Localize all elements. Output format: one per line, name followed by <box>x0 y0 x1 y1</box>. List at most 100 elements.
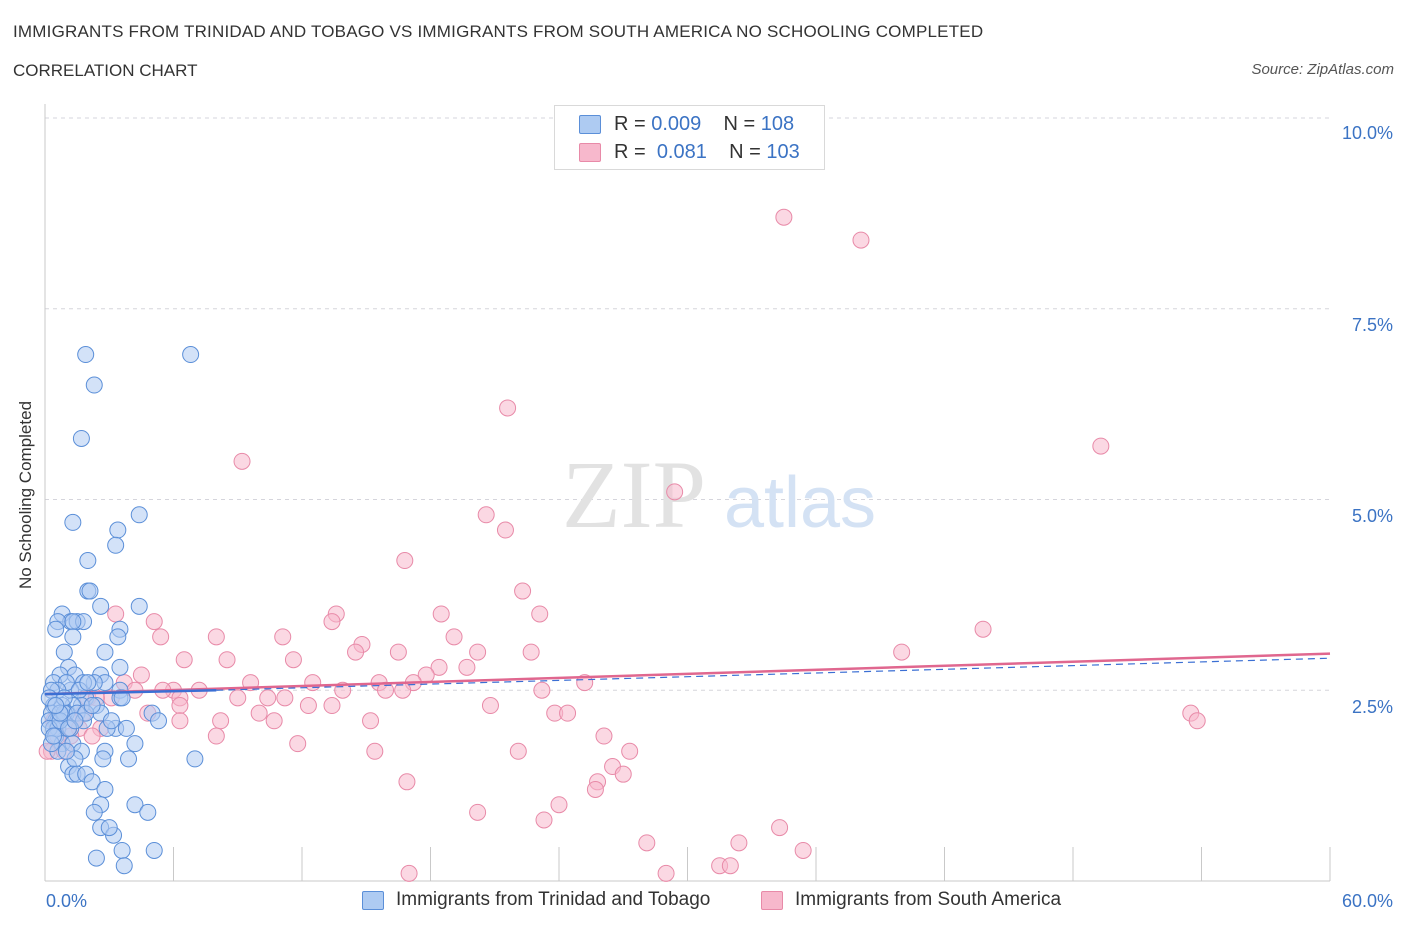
point-trinidad <box>85 803 103 821</box>
point-south-america <box>974 620 992 638</box>
point-south-america <box>1092 437 1110 455</box>
point-south-america <box>533 681 551 699</box>
point-south-america <box>107 605 125 623</box>
legend-n-value: 103 <box>766 140 800 163</box>
point-south-america <box>771 819 789 837</box>
point-trinidad <box>117 719 135 737</box>
trend-lines <box>44 652 1331 696</box>
point-trinidad <box>130 597 148 615</box>
chart-title: IMMIGRANTS FROM TRINIDAD AND TOBAGO VS I… <box>13 22 984 41</box>
point-trinidad <box>126 735 144 753</box>
point-south-america <box>430 658 448 676</box>
point-trinidad <box>126 796 144 814</box>
point-south-america <box>477 506 495 524</box>
point-trinidad <box>102 712 120 730</box>
point-south-america <box>614 765 632 783</box>
point-south-america <box>794 841 812 859</box>
point-trinidad <box>47 620 65 638</box>
point-south-america <box>621 742 639 760</box>
point-south-america <box>666 483 684 501</box>
y-tick-10-0: 10.0% <box>1341 123 1393 143</box>
point-south-america <box>250 704 268 722</box>
point-south-america <box>389 643 407 661</box>
point-south-america <box>576 674 594 692</box>
point-trinidad <box>115 857 133 875</box>
legend-row-trinidad: R = 0.009 N = 108 <box>579 112 794 136</box>
point-south-america <box>323 697 341 715</box>
point-trinidad <box>94 750 112 768</box>
point-south-america <box>289 735 307 753</box>
legend-swatch-south-america <box>579 142 601 162</box>
point-trinidad <box>47 697 65 715</box>
y-tick-7-5: 7.5% <box>1351 315 1393 335</box>
point-south-america <box>481 697 499 715</box>
point-trinidad <box>45 727 63 745</box>
point-south-america <box>721 857 739 875</box>
point-trinidad <box>107 536 125 554</box>
point-south-america <box>535 811 553 829</box>
bottom-legend-trinidad: Immigrants from Trinidad and Tobago <box>362 889 710 911</box>
grid-lines <box>45 117 1330 691</box>
point-south-america <box>522 643 540 661</box>
point-trinidad <box>109 521 127 539</box>
point-south-america <box>400 864 418 882</box>
point-south-america <box>152 628 170 646</box>
point-trinidad <box>64 513 82 531</box>
point-trinidad <box>182 346 200 364</box>
point-south-america <box>233 452 251 470</box>
point-south-america <box>299 697 317 715</box>
y-tick-5-0: 5.0% <box>1351 506 1393 526</box>
point-south-america <box>83 727 101 745</box>
point-south-america <box>284 651 302 669</box>
point-south-america <box>499 399 517 417</box>
point-south-america <box>559 704 577 722</box>
point-south-america <box>852 231 870 249</box>
trend-line-trinidad-extended <box>216 657 1331 691</box>
legend-n-label: N = <box>729 140 761 163</box>
point-south-america <box>398 773 416 791</box>
point-trinidad <box>79 552 97 570</box>
point-trinidad <box>77 346 95 364</box>
point-south-america <box>259 689 277 707</box>
point-trinidad <box>55 643 73 661</box>
point-south-america <box>396 552 414 570</box>
bottom-legend-swatch-south-america <box>761 890 783 910</box>
point-trinidad <box>81 582 99 600</box>
point-south-america <box>362 712 380 730</box>
point-south-america <box>171 712 189 730</box>
point-south-america <box>496 521 514 539</box>
point-trinidad <box>120 750 138 768</box>
bottom-legend-label-south-america: Immigrants from South America <box>795 889 1062 910</box>
point-south-america <box>893 643 911 661</box>
point-south-america <box>171 697 189 715</box>
point-south-america <box>366 742 384 760</box>
series-south-america-points <box>38 208 1206 882</box>
point-trinidad <box>87 849 105 867</box>
point-south-america <box>207 628 225 646</box>
point-south-america <box>775 208 793 226</box>
point-south-america <box>218 651 236 669</box>
legend-swatch-trinidad <box>579 114 601 134</box>
point-trinidad <box>79 674 97 692</box>
point-trinidad <box>113 689 131 707</box>
point-south-america <box>469 643 487 661</box>
axes <box>44 104 1331 882</box>
point-trinidad <box>113 841 131 859</box>
trend-line-south-america <box>44 652 1331 696</box>
point-south-america <box>132 666 150 684</box>
point-south-america <box>347 643 365 661</box>
point-trinidad <box>111 658 129 676</box>
point-south-america <box>509 742 527 760</box>
watermark-atlas: atlas <box>724 463 876 543</box>
point-trinidad <box>64 613 82 631</box>
legend-r-label: R = <box>614 112 646 135</box>
legend-row-south-america: R = 0.081 N = 103 <box>579 140 800 164</box>
legend-r-value: 0.009 <box>651 112 702 135</box>
point-south-america <box>445 628 463 646</box>
point-trinidad <box>130 506 148 524</box>
point-south-america <box>274 628 292 646</box>
legend-n-value: 108 <box>760 112 795 135</box>
bottom-legend-label-trinidad: Immigrants from Trinidad and Tobago <box>396 889 711 910</box>
point-south-america <box>207 727 225 745</box>
point-trinidad <box>83 697 101 715</box>
